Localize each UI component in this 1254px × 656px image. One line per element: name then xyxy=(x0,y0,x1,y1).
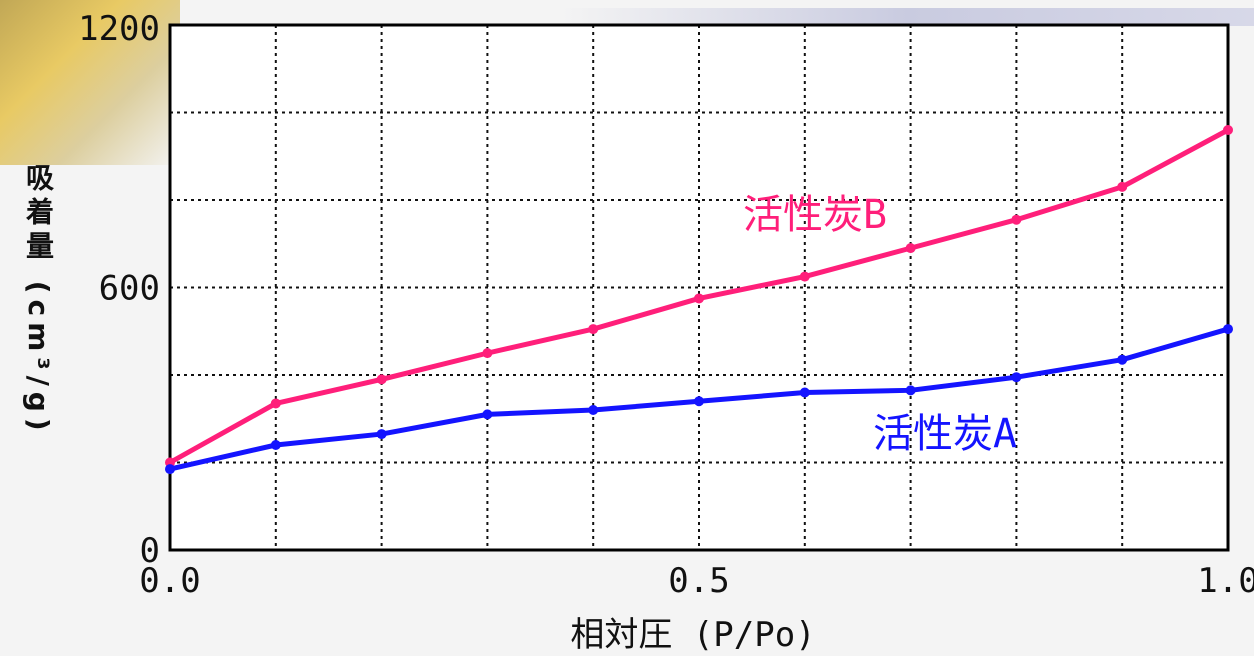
background-band xyxy=(560,8,1254,26)
data-point xyxy=(905,385,916,396)
data-point xyxy=(694,293,704,304)
data-point xyxy=(482,409,493,420)
data-point xyxy=(799,271,810,282)
data-point xyxy=(905,243,916,254)
data-point xyxy=(376,429,387,440)
data-point xyxy=(482,348,493,359)
data-point xyxy=(1117,181,1128,192)
tick-labels: 0.0 0.5 1.0 0 600 1200 xyxy=(78,9,1254,601)
y-tick-label: 0 xyxy=(140,531,160,571)
y-tick-label: 1200 xyxy=(78,9,160,49)
grid xyxy=(170,25,1228,550)
data-point xyxy=(1223,125,1233,135)
x-tick-label: 0.5 xyxy=(668,561,729,601)
series-label-b: 活性炭B xyxy=(743,192,887,238)
data-point xyxy=(694,396,704,407)
data-point xyxy=(588,324,599,335)
data-point xyxy=(1117,354,1128,365)
y-axis-label: 吸着量 (cm³/g) xyxy=(22,163,55,437)
data-point xyxy=(1011,214,1022,225)
data-point xyxy=(799,387,810,398)
data-point xyxy=(270,398,281,409)
x-tick-label: 1.0 xyxy=(1197,561,1254,601)
data-point xyxy=(376,374,387,385)
series-labels: 活性炭B 活性炭A xyxy=(743,192,1017,457)
series-label-a: 活性炭A xyxy=(873,411,1017,457)
series-lines xyxy=(165,125,1233,475)
y-tick-label: 600 xyxy=(99,269,160,309)
x-tick-label: 0.0 xyxy=(139,561,200,601)
data-point xyxy=(165,464,175,475)
data-point xyxy=(270,440,281,450)
data-point xyxy=(1223,324,1233,335)
data-point xyxy=(1011,372,1022,383)
data-point xyxy=(588,405,599,415)
plot-frame xyxy=(168,23,1230,552)
x-axis-label: 相対圧 (P/Po) xyxy=(570,615,815,655)
background-decoration xyxy=(0,0,180,165)
